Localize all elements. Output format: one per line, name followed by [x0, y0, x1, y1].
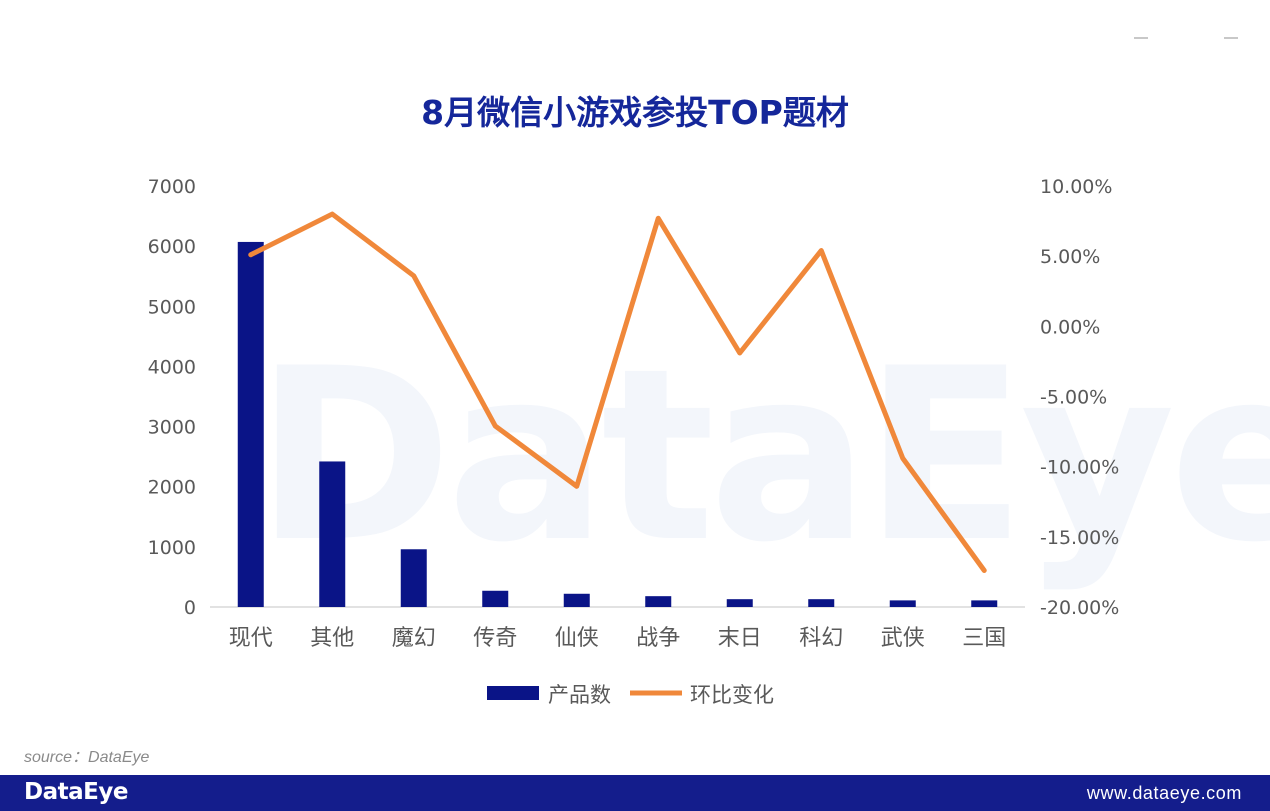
y-left-tick-label: 2000: [148, 477, 196, 499]
y-right-tick-label: -5.00%: [1040, 387, 1107, 409]
window-close-mark: [1224, 37, 1238, 39]
bar: [645, 596, 672, 607]
x-tick-label: 其他: [310, 626, 354, 651]
line-series: [248, 211, 987, 574]
x-tick-label: 末日: [718, 626, 762, 651]
x-tick-label: 传奇: [473, 626, 517, 651]
line-point: [820, 250, 822, 252]
y-left-tick-label: 1000: [148, 537, 196, 559]
watermark-text: DataEye: [255, 318, 1270, 595]
legend-line-label: 环比变化: [690, 683, 774, 707]
footer-logo: DataEye: [24, 779, 128, 805]
bar: [808, 599, 835, 607]
line-point: [983, 570, 985, 572]
y-right-tick-label: -10.00%: [1040, 457, 1119, 479]
y-left-tick-label: 3000: [148, 417, 196, 439]
bar: [237, 241, 264, 607]
bar: [319, 461, 346, 607]
chart-title: 8月微信小游戏参投TOP题材: [421, 93, 849, 132]
line-point: [494, 425, 496, 427]
x-tick-label: 科幻: [799, 626, 843, 651]
x-tick-label: 武侠: [881, 626, 925, 651]
line-point: [902, 457, 904, 459]
line-point: [576, 485, 578, 487]
x-tick-label: 魔幻: [392, 626, 436, 651]
source-note: source：DataEye: [24, 749, 150, 766]
legend-bar-label: 产品数: [548, 683, 611, 707]
y-left-tick-label: 7000: [148, 176, 196, 198]
bar: [400, 549, 427, 607]
line-point: [413, 275, 415, 277]
footer-url: www.dataeye.com: [1086, 783, 1242, 803]
window-minimize-mark: [1134, 37, 1148, 39]
x-tick-label: 现代: [229, 626, 273, 651]
y-left-tick-label: 4000: [148, 356, 196, 378]
x-tick-label: 仙侠: [555, 626, 599, 651]
y-right-tick-label: 0.00%: [1040, 316, 1100, 338]
y-right-tick-label: 5.00%: [1040, 246, 1100, 268]
bar: [563, 593, 590, 607]
chart: 0 1000 2000 3000 4000 5000 6000 7000 -20.00% -15.…: [148, 176, 1120, 707]
line-point: [657, 217, 659, 219]
bar: [889, 600, 916, 607]
y-left-tick-label: 6000: [148, 236, 196, 258]
bar: [971, 600, 998, 607]
bar: [726, 599, 753, 607]
legend-bar-swatch: [487, 686, 539, 700]
y-right-tick-label: -20.00%: [1040, 597, 1119, 619]
x-tick-label: 战争: [636, 626, 680, 651]
y-left-tick-label: 5000: [148, 296, 196, 318]
y-left-tick-label: 0: [184, 597, 196, 619]
line-point: [739, 352, 741, 354]
y-right-tick-label: -15.00%: [1040, 527, 1119, 549]
line-point: [331, 213, 333, 215]
line-point: [250, 254, 252, 256]
footer-bar: DataEye www.dataeye.com: [0, 775, 1270, 811]
bar: [482, 590, 509, 607]
x-tick-label: 三国: [962, 626, 1006, 651]
y-right-tick-label: 10.00%: [1040, 176, 1112, 198]
